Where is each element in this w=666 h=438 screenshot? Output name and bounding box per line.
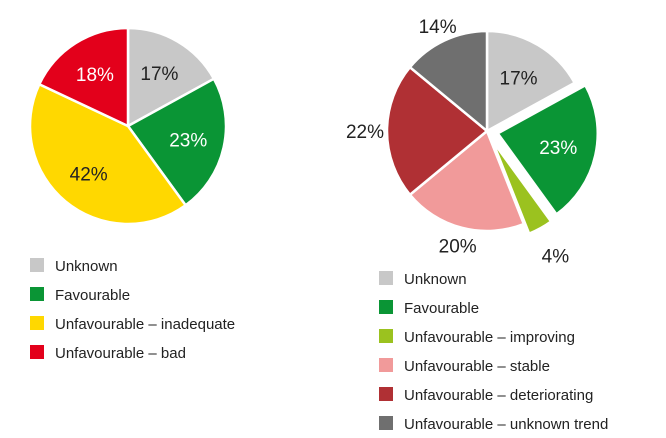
left-legend-text-unfavourable-bad: Unfavourable – bad: [55, 345, 186, 362]
right-legend-swatch-unfavourable-improving: [379, 329, 393, 343]
right-slice-unknown: [485, 29, 577, 134]
right-label-unfavourable-deteriorating: 22%: [346, 122, 384, 143]
right-label-unfavourable-stable: 20%: [439, 236, 477, 257]
left-legend-swatch-unfavourable-inadequate: [30, 316, 44, 330]
right-slice-unfavourable-stable: [408, 128, 526, 233]
right-label-favourable: 23%: [539, 138, 577, 159]
right-slice-unfavourable-deteriorating: [385, 65, 489, 197]
right-slice-favourable: [495, 83, 599, 217]
left-label-unfavourable-bad: 18%: [76, 65, 114, 86]
left-slice-unfavourable-bad: [37, 26, 130, 128]
left-legend-text-favourable: Favourable: [55, 287, 130, 304]
left-slice-unknown: [126, 26, 216, 129]
left-legend-text-unknown: Unknown: [55, 258, 118, 275]
right-slice-unfavourable-unknown-trend: [408, 29, 489, 134]
right-legend-text-favourable: Favourable: [404, 300, 479, 317]
right-legend-swatch-unfavourable-deteriorating: [379, 387, 393, 401]
left-slice-favourable: [126, 77, 228, 208]
right-legend-text-unfavourable-improving: Unfavourable – improving: [404, 329, 575, 346]
left-label-unfavourable-inadequate: 42%: [70, 165, 108, 186]
right-legend-text-unfavourable-deteriorating: Unfavourable – deteriorating: [404, 387, 593, 404]
left-label-favourable: 23%: [169, 130, 207, 151]
right-slice-unfavourable-improving: [491, 139, 553, 236]
left-slice-unfavourable-inadequate: [28, 82, 188, 226]
left-legend-swatch-unknown: [30, 258, 44, 272]
right-legend-text-unfavourable-unknown-trend: Unfavourable – unknown trend: [404, 416, 608, 433]
right-legend-swatch-unfavourable-stable: [379, 358, 393, 372]
right-legend-swatch-unfavourable-unknown-trend: [379, 416, 393, 430]
right-legend-text-unfavourable-stable: Unfavourable – stable: [404, 358, 550, 375]
right-legend-swatch-unknown: [379, 271, 393, 285]
right-label-unfavourable-unknown-trend: 14%: [419, 17, 457, 38]
right-label-unknown: 17%: [500, 69, 538, 90]
left-label-unknown: 17%: [140, 64, 178, 85]
left-legend-swatch-unfavourable-bad: [30, 345, 44, 359]
left-legend-swatch-favourable: [30, 287, 44, 301]
right-legend-text-unknown: Unknown: [404, 271, 467, 288]
right-label-unfavourable-improving: 4%: [542, 246, 570, 267]
right-legend-swatch-favourable: [379, 300, 393, 314]
left-legend-text-unfavourable-inadequate: Unfavourable – inadequate: [55, 316, 235, 333]
